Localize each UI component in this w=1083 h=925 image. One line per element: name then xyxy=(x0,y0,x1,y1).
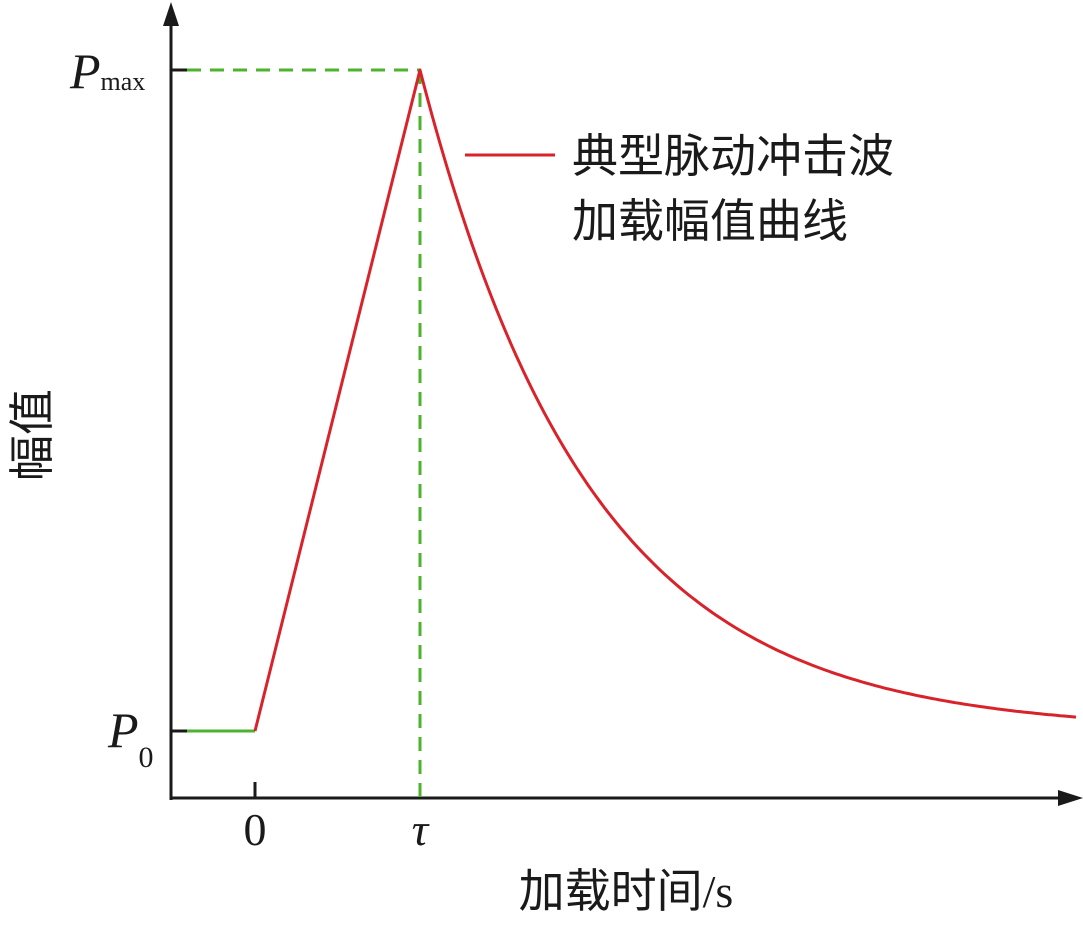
legend-text: 典型脉动冲击波 xyxy=(572,131,894,182)
y-axis-arrow xyxy=(163,2,179,26)
symbol: P xyxy=(69,43,101,99)
x-axis-label: 加载时间/s xyxy=(519,866,734,917)
pulse-curve xyxy=(253,68,1077,732)
y-tick-label: P0 xyxy=(107,702,154,774)
y-tick-label: Pmax xyxy=(69,43,145,99)
x-axis-arrow xyxy=(1058,790,1083,806)
symbol: P xyxy=(107,702,139,758)
x-tick-label: 0 xyxy=(244,804,267,855)
x-tick-label: τ xyxy=(412,804,430,855)
legend-text: 加载幅值曲线 xyxy=(572,196,848,247)
y-axis-label: 幅值 xyxy=(7,389,58,481)
subscript: max xyxy=(101,67,146,96)
subscript: 0 xyxy=(139,741,154,774)
